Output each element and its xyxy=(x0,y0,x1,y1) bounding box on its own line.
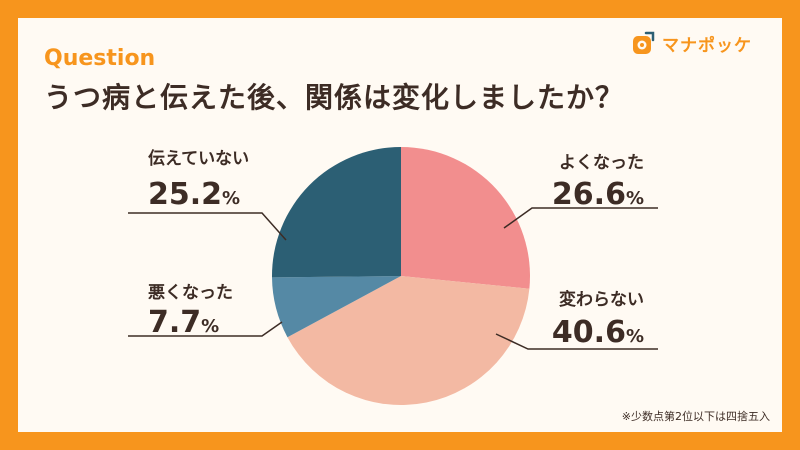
slice-value-4: 25.2% xyxy=(148,177,240,212)
leader-line-3 xyxy=(128,321,283,337)
page-title: うつ病と伝えた後、関係は変化しましたか？ xyxy=(44,81,625,114)
slice-value-1: 26.6% xyxy=(552,177,644,212)
slice-value-2: 40.6% xyxy=(552,315,644,350)
brand-name: マナポッケ xyxy=(662,35,752,56)
question-label: Question xyxy=(44,46,156,71)
brand-logo: マナポッケ xyxy=(630,30,752,56)
brand-mark-icon xyxy=(633,31,655,54)
leader-line-2 xyxy=(495,333,658,350)
pie-slices xyxy=(272,147,530,405)
slice-value-3: 7.7% xyxy=(148,305,219,340)
content-card: Question うつ病と伝えた後、関係は変化しましたか？ マナポッケ よくなっ… xyxy=(18,18,782,432)
slice-label-3: 悪くなった xyxy=(148,283,233,303)
slice-label-4: 伝えていない xyxy=(148,148,249,169)
rounding-footnote: ※少数点第2位以下は四捨五入 xyxy=(621,410,770,423)
slice-label-1: よくなった xyxy=(559,153,644,173)
pie-slice-2 xyxy=(287,276,530,405)
pie-slice-4 xyxy=(272,147,401,278)
leader-line-4 xyxy=(128,212,287,241)
slice-label-2: 変わらない xyxy=(559,289,644,310)
pie-slice-3 xyxy=(272,276,401,338)
leader-line-1 xyxy=(503,207,658,229)
pie-slice-1 xyxy=(401,147,530,289)
